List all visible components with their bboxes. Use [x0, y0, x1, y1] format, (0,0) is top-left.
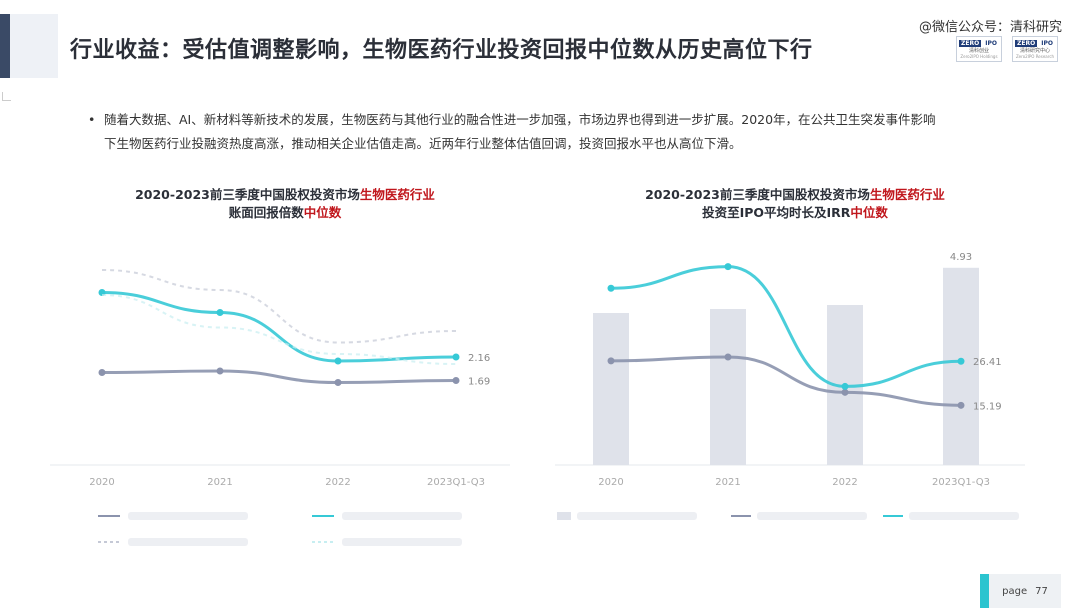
legend-text-blurred	[577, 512, 697, 520]
x-tick-label: 2022	[325, 477, 350, 488]
data-point	[724, 263, 732, 271]
page-title: 行业收益：受估值调整影响，生物医药行业投资回报中位数从历史高位下行	[70, 38, 813, 63]
left-line-chart: 2020 2021 2022 2023Q1-Q3 2.16 1.69	[50, 269, 510, 546]
bar	[943, 267, 979, 465]
bullet-dot: •	[88, 112, 96, 127]
series-line	[101, 269, 457, 344]
header-accent-bar	[0, 14, 10, 78]
data-point	[957, 357, 965, 365]
page-accent	[980, 574, 989, 608]
data-point	[607, 357, 615, 365]
bar	[593, 313, 629, 465]
right-combo-chart: 4.93 2020 2021 2022 2023Q1-Q3 26.41 15.19	[555, 252, 1025, 520]
bullet-paragraph: • 随着大数据、AI、新材料等新技术的发展，生物医药与其他行业的融合性进一步加强…	[88, 108, 1008, 156]
header-accent-light	[10, 14, 58, 78]
data-point	[98, 369, 106, 376]
page-number-box: page 77	[989, 574, 1061, 608]
data-point	[452, 377, 460, 384]
left-chart-title: 2020-2023前三季度中国股权投资市场生物医药行业 账面回报倍数中位数	[135, 187, 435, 220]
series-line	[610, 265, 962, 388]
series-line	[610, 355, 962, 407]
x-tick-label: 2022	[832, 477, 857, 488]
legend-text-blurred	[342, 538, 462, 546]
legend-text-blurred	[128, 512, 248, 520]
logo-group: ZERO IPO 清科创业 Zero2IPO Holdings ZERO IPO 清…	[956, 36, 1058, 62]
x-tick-label: 2020	[598, 477, 623, 488]
data-label: 2.16	[468, 353, 490, 364]
data-point	[334, 379, 342, 386]
data-point	[841, 382, 849, 390]
data-point	[841, 388, 849, 396]
legend-marker	[557, 512, 571, 520]
data-point	[452, 353, 460, 361]
bar	[710, 309, 746, 465]
data-point	[724, 353, 732, 361]
x-tick-label: 2021	[715, 477, 740, 488]
bullet-line-1: 随着大数据、AI、新材料等新技术的发展，生物医药与其他行业的融合性进一步加强，市…	[104, 112, 936, 127]
legend-text-blurred	[757, 512, 867, 520]
bar-label: 4.93	[950, 252, 972, 263]
page-label: page	[1002, 585, 1028, 597]
x-tick-label: 2023Q1-Q3	[427, 477, 485, 488]
x-tick-label: 2021	[207, 477, 232, 488]
data-point	[957, 401, 965, 409]
data-point	[216, 309, 224, 316]
page-number: 77	[1035, 585, 1048, 597]
logo-zero2ipo-holdings: ZERO IPO 清科创业 Zero2IPO Holdings	[956, 36, 1002, 62]
corner-mark	[2, 92, 11, 101]
data-label: 15.19	[973, 401, 1002, 412]
x-tick-label: 2020	[89, 477, 114, 488]
series-line	[101, 369, 457, 385]
legend-text-blurred	[909, 512, 1019, 520]
data-point	[334, 357, 342, 365]
right-chart-title: 2020-2023前三季度中国股权投资市场生物医药行业 投资至IPO平均时长及I…	[645, 187, 945, 220]
legend-text-blurred	[128, 538, 248, 546]
x-tick-label: 2023Q1-Q3	[932, 477, 990, 488]
data-label: 1.69	[468, 377, 490, 388]
series-line	[101, 291, 457, 363]
bullet-line-2: 下生物医药行业投融资热度高涨，推动相关企业估值走高。近两年行业整体估值回调，投资…	[104, 136, 742, 151]
data-point	[607, 284, 615, 292]
series-line	[101, 294, 457, 365]
logo-zero2ipo-research: ZERO IPO 清科研究中心 Zero2IPO Research	[1012, 36, 1058, 62]
data-point	[216, 367, 224, 375]
legend-text-blurred	[342, 512, 462, 520]
data-label: 26.41	[973, 357, 1002, 368]
watermark-text: @微信公众号：清科研究	[918, 20, 1062, 35]
